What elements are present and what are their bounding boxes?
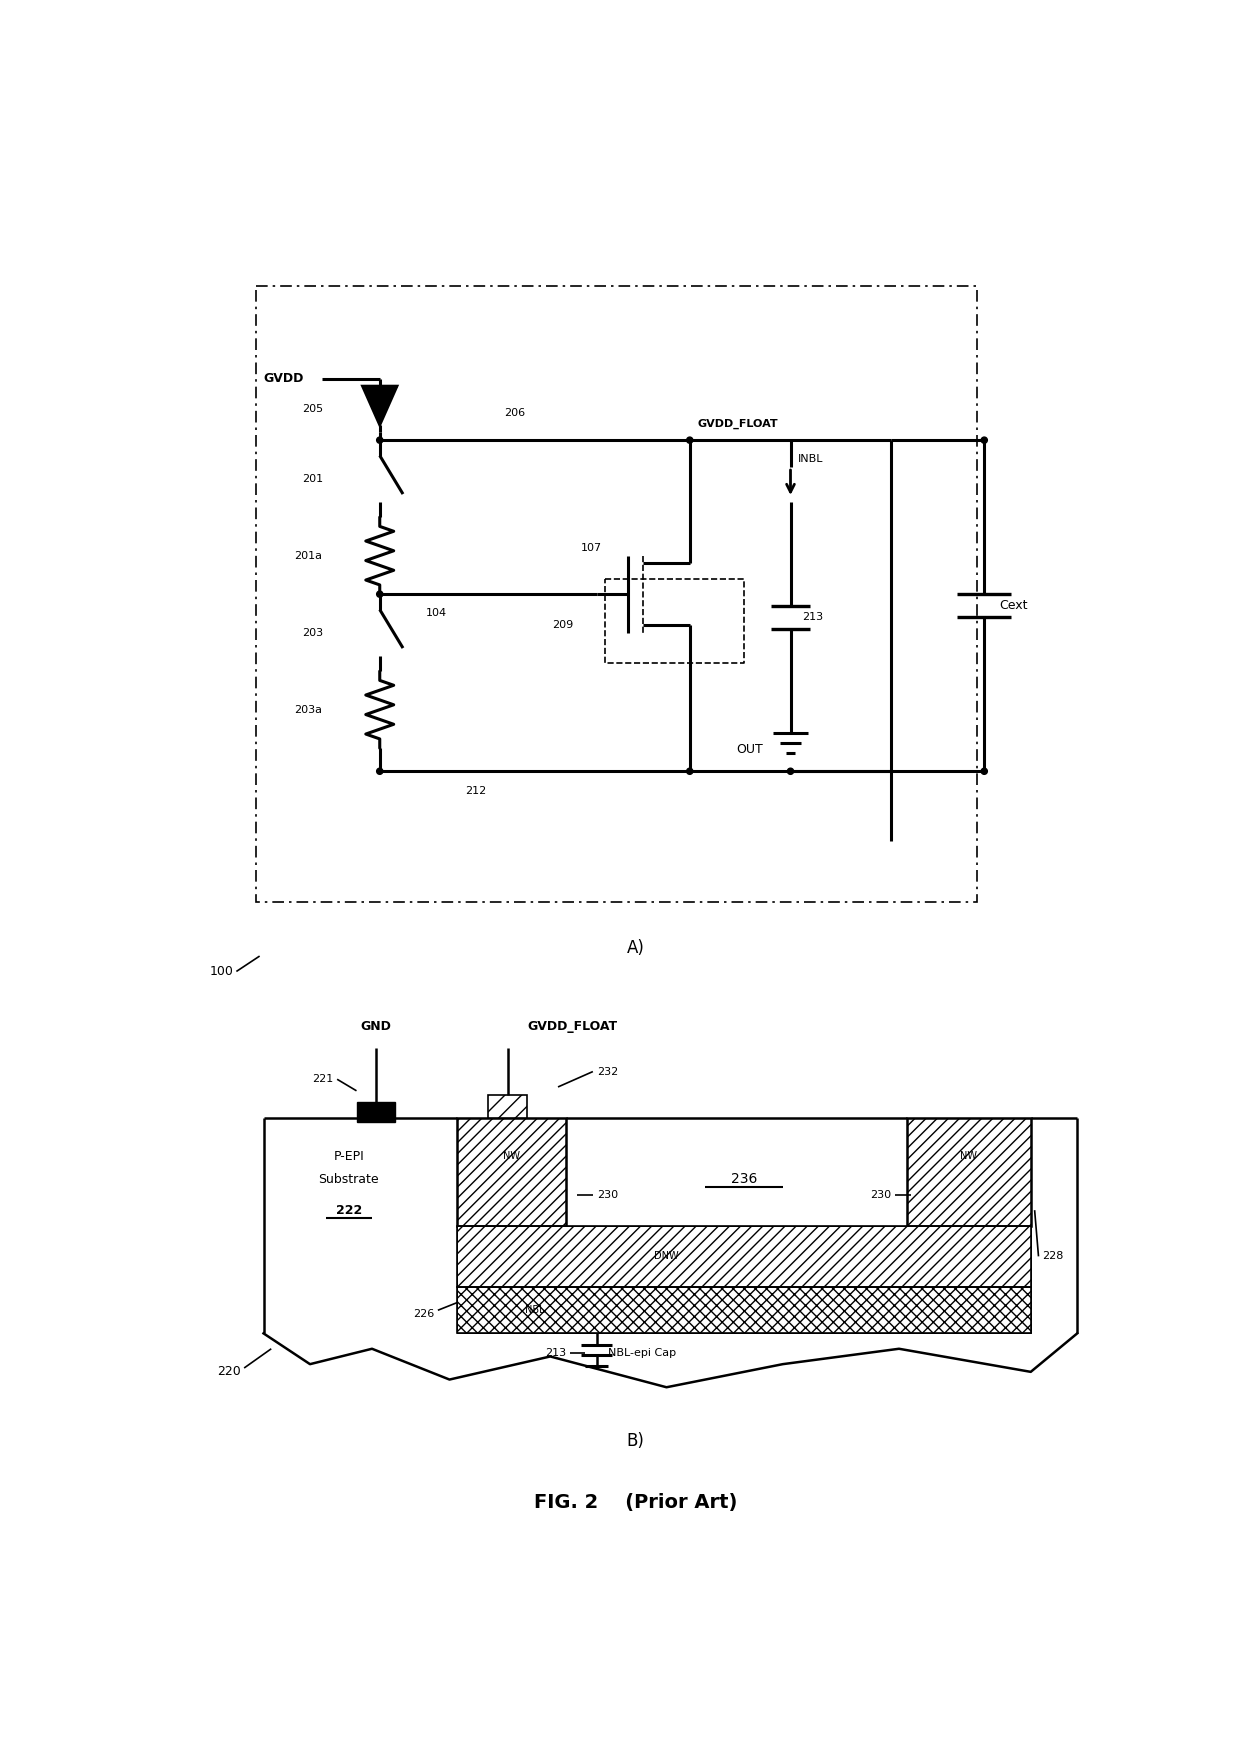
Text: NW: NW xyxy=(960,1152,977,1161)
Text: GVDD_FLOAT: GVDD_FLOAT xyxy=(697,418,779,429)
Bar xyxy=(458,1286,1030,1333)
Text: 230: 230 xyxy=(596,1190,618,1199)
Text: 104: 104 xyxy=(427,608,448,619)
Text: Cext: Cext xyxy=(999,600,1028,612)
Bar xyxy=(489,1095,527,1117)
Text: 203: 203 xyxy=(303,627,324,638)
Text: P-EPI: P-EPI xyxy=(334,1150,365,1163)
Text: 228: 228 xyxy=(1043,1251,1064,1262)
Text: 213: 213 xyxy=(544,1347,565,1358)
Bar xyxy=(458,1225,1030,1286)
Text: 100: 100 xyxy=(210,966,233,978)
Text: 205: 205 xyxy=(303,404,324,415)
Text: INBL: INBL xyxy=(799,455,823,464)
Text: B): B) xyxy=(626,1433,645,1450)
Circle shape xyxy=(981,769,987,774)
Circle shape xyxy=(377,769,383,774)
Text: 212: 212 xyxy=(465,786,486,795)
Text: 230: 230 xyxy=(870,1190,892,1199)
Bar xyxy=(458,1117,565,1225)
Text: NBL-epi Cap: NBL-epi Cap xyxy=(609,1347,677,1358)
Text: DNW: DNW xyxy=(655,1251,678,1262)
Circle shape xyxy=(787,769,794,774)
Text: NW: NW xyxy=(503,1152,520,1161)
Text: 213: 213 xyxy=(802,612,823,622)
Text: 236: 236 xyxy=(730,1173,758,1187)
Circle shape xyxy=(377,591,383,598)
Text: 220: 220 xyxy=(217,1365,241,1379)
Bar xyxy=(906,1117,1030,1225)
Text: 226: 226 xyxy=(413,1309,434,1319)
Text: 201a: 201a xyxy=(295,551,322,561)
Text: 232: 232 xyxy=(596,1067,618,1077)
Bar xyxy=(906,1117,1030,1225)
Circle shape xyxy=(687,437,693,443)
Text: 221: 221 xyxy=(312,1074,334,1084)
Text: 222: 222 xyxy=(336,1204,362,1217)
Text: NBL: NBL xyxy=(525,1306,544,1316)
Text: GND: GND xyxy=(361,1020,392,1034)
Text: 201: 201 xyxy=(303,474,324,483)
Text: 209: 209 xyxy=(552,621,573,629)
Circle shape xyxy=(687,769,693,774)
Bar xyxy=(458,1286,1030,1333)
Text: 206: 206 xyxy=(503,408,525,418)
Text: A): A) xyxy=(626,939,645,957)
Text: OUT: OUT xyxy=(737,743,763,756)
Text: FIG. 2    (Prior Art): FIG. 2 (Prior Art) xyxy=(533,1494,738,1513)
Text: GVDD: GVDD xyxy=(263,371,304,385)
Bar xyxy=(357,1102,396,1121)
Circle shape xyxy=(377,437,383,443)
Polygon shape xyxy=(363,387,397,425)
Text: 107: 107 xyxy=(582,544,603,553)
Text: 203a: 203a xyxy=(295,704,322,715)
Bar xyxy=(458,1117,565,1225)
Text: GVDD_FLOAT: GVDD_FLOAT xyxy=(527,1020,618,1034)
Circle shape xyxy=(981,437,987,443)
Bar xyxy=(458,1225,1030,1286)
Text: Substrate: Substrate xyxy=(319,1173,379,1185)
